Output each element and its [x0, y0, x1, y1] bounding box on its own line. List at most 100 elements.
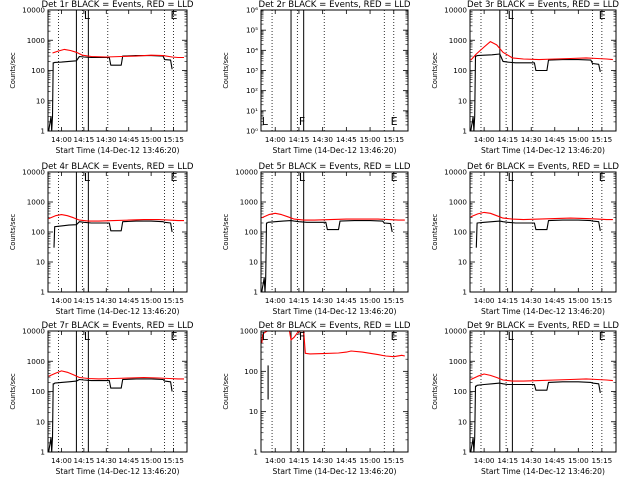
x-tick-label: 14:00	[51, 296, 72, 305]
series-line-lld	[470, 373, 613, 382]
y-axis-label: Counts/sec	[431, 213, 439, 250]
chart-panel-8: Det 8r BLACK = Events, RED = LLD Start Ti…	[222, 321, 411, 476]
chart-title: Det 2r BLACK = Events, RED = LLD	[258, 0, 410, 10]
y-axis-label: Counts/sec	[222, 373, 230, 410]
y-tick-label: 10	[36, 258, 46, 267]
x-tick-label: 15:15	[383, 456, 404, 465]
series-line-events	[470, 381, 601, 453]
x-tick-label: 15:15	[592, 135, 613, 144]
y-tick-label: 1	[462, 448, 467, 457]
y-tick-label: 1000	[27, 36, 46, 45]
x-axis-label: Start Time (14-Dec-12 13:46:20)	[273, 146, 397, 155]
chart-title: Det 1r BLACK = Events, RED = LLD	[41, 0, 193, 10]
x-tick-label: 14:30	[521, 135, 542, 144]
y-tick-label: 1	[462, 288, 467, 297]
x-tick-label: 14:15	[74, 456, 95, 465]
x-tick-label: 14:15	[497, 135, 518, 144]
y-tick-label: 10	[458, 258, 468, 267]
series-line-events	[470, 53, 601, 132]
chart-panel-5: Det 5r BLACK = Events, RED = LLD Start Ti…	[222, 162, 411, 316]
y-axis-label: Counts/sec	[9, 52, 17, 89]
y-tick-label: 10³	[246, 66, 258, 75]
flag-label: E	[391, 330, 398, 343]
x-tick-label: 15:00	[568, 135, 589, 144]
series-line-events	[475, 219, 601, 248]
y-tick-label: 100	[244, 367, 258, 376]
flag-label: L	[262, 330, 269, 343]
x-tick-label: 14:45	[336, 456, 357, 465]
x-tick-label: 15:15	[592, 296, 613, 305]
plot-frame	[469, 171, 617, 293]
y-tick-label: 1	[253, 288, 258, 297]
y-tick-label: 10⁵	[246, 26, 258, 35]
y-tick-label: 10000	[444, 6, 467, 15]
y-tick-label: 100	[31, 66, 45, 75]
y-tick-label: 1000	[240, 198, 259, 207]
x-tick-label: 15:15	[163, 135, 184, 144]
y-tick-label: 10	[36, 417, 46, 426]
y-tick-label: 100	[31, 228, 45, 237]
flag-label: L	[84, 171, 91, 184]
y-tick-label: 10000	[22, 6, 45, 15]
x-tick-label: 14:00	[474, 296, 495, 305]
chart-title: Det 4r BLACK = Events, RED = LLD	[41, 162, 193, 172]
x-axis-label: Start Time (14-Dec-12 13:46:20)	[481, 467, 605, 476]
x-tick-label: 14:00	[265, 135, 286, 144]
chart-title: Det 7r BLACK = Events, RED = LLD	[41, 321, 193, 331]
y-tick-label: 100	[453, 387, 467, 396]
x-axis-label: Start Time (14-Dec-12 13:46:20)	[56, 146, 180, 155]
x-tick-label: 15:00	[141, 296, 162, 305]
y-tick-label: 10	[249, 407, 259, 416]
flag-label: L	[508, 330, 515, 343]
x-tick-label: 15:00	[568, 456, 589, 465]
x-tick-label: 14:30	[312, 296, 333, 305]
flag-label: E	[171, 330, 178, 343]
x-axis-label: Start Time (14-Dec-12 13:46:20)	[56, 467, 180, 476]
series-line-lld	[470, 211, 613, 221]
x-tick-label: 14:00	[265, 296, 286, 305]
y-tick-label: 10000	[22, 327, 45, 336]
x-tick-label: 15:15	[163, 296, 184, 305]
x-tick-label: 14:00	[51, 135, 72, 144]
series-line-events	[53, 220, 173, 248]
y-tick-label: 1	[462, 127, 467, 136]
x-axis-label: Start Time (14-Dec-12 13:46:20)	[481, 146, 605, 155]
series-line-events	[48, 378, 173, 453]
chart-title: Det 3r BLACK = Events, RED = LLD	[467, 0, 619, 10]
flag-label: L	[508, 171, 515, 184]
y-tick-label: 10⁶	[246, 6, 258, 15]
y-axis-label: Counts/sec	[222, 213, 230, 250]
x-tick-label: 15:00	[360, 456, 381, 465]
x-tick-label: 14:30	[312, 456, 333, 465]
chart-panel-1: Det 1r BLACK = Events, RED = LLD Start Ti…	[9, 0, 194, 155]
x-tick-label: 15:15	[383, 135, 404, 144]
x-tick-label: 15:00	[141, 135, 162, 144]
x-tick-label: 14:45	[336, 296, 357, 305]
y-tick-label: 1000	[27, 357, 46, 366]
plot-frame	[260, 171, 409, 293]
x-tick-label: 15:00	[360, 296, 381, 305]
series-line-lld	[470, 41, 613, 61]
x-tick-label: 14:30	[96, 135, 117, 144]
x-tick-label: 14:45	[544, 296, 565, 305]
x-tick-label: 14:00	[474, 135, 495, 144]
x-tick-label: 14:30	[521, 456, 542, 465]
y-tick-label: 10000	[235, 168, 258, 177]
series-line-lld	[261, 330, 405, 358]
plot-frame	[469, 330, 617, 453]
y-tick-label: 1000	[449, 36, 468, 45]
y-tick-label: 1	[40, 448, 45, 457]
y-axis-label: Counts/sec	[431, 373, 439, 410]
x-tick-label: 14:45	[336, 135, 357, 144]
series-line-events	[48, 55, 173, 132]
flag-label: L	[299, 171, 306, 184]
x-tick-label: 14:00	[474, 456, 495, 465]
y-axis-label: Counts/sec	[222, 52, 230, 89]
x-tick-label: 14:45	[544, 135, 565, 144]
x-tick-label: 14:15	[74, 296, 95, 305]
y-tick-label: 10	[458, 417, 468, 426]
flag-label: L	[84, 330, 91, 343]
y-tick-label: 100	[453, 228, 467, 237]
y-tick-label: 10	[458, 96, 468, 105]
flag-label: F	[299, 330, 305, 343]
